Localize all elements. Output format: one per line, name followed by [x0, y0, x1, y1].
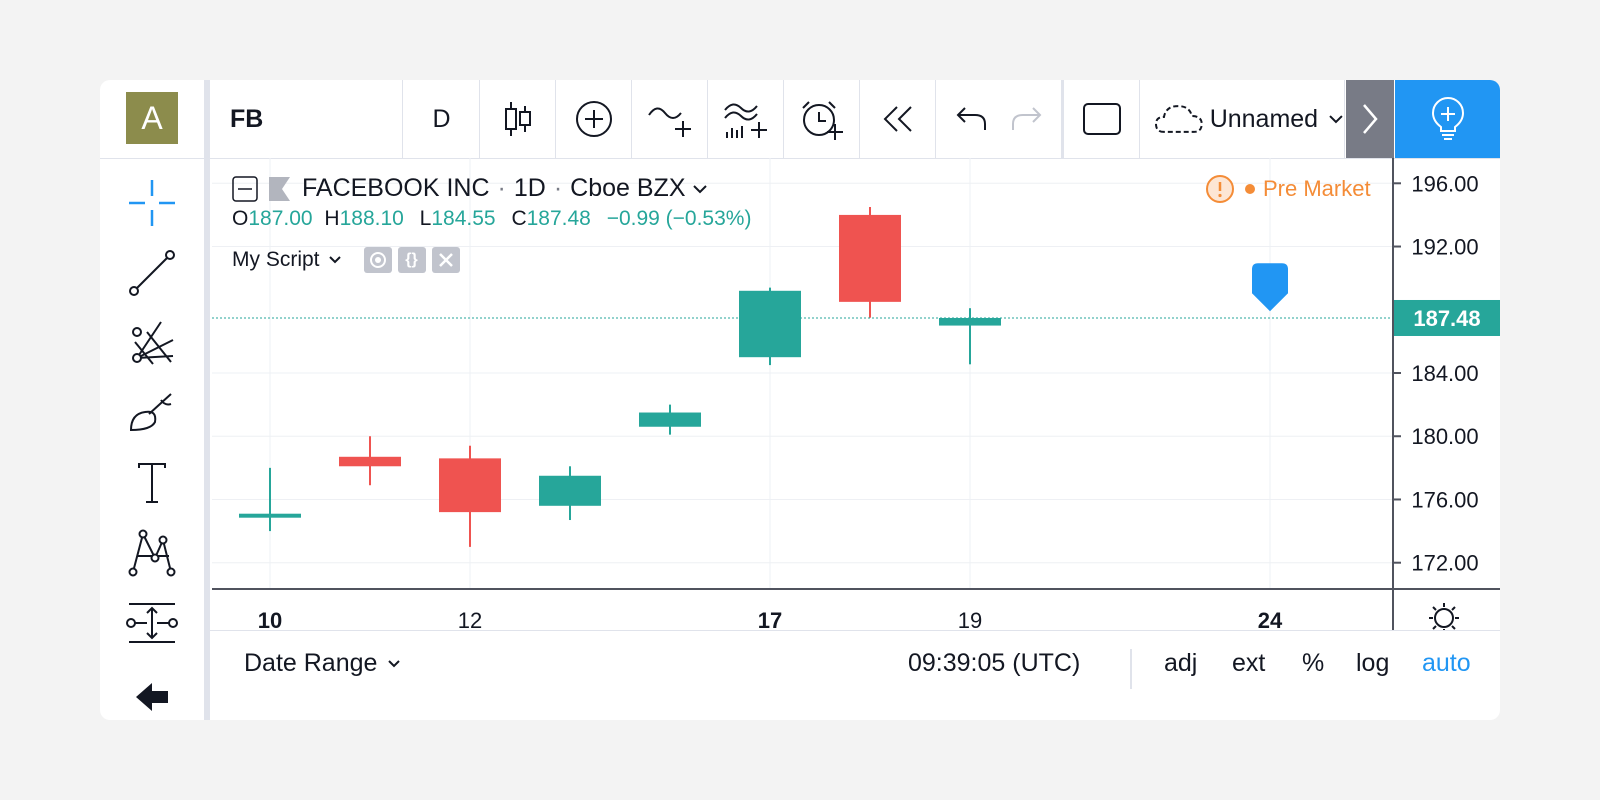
script-legend: My Script {} [232, 247, 460, 273]
text-tool[interactable] [122, 457, 182, 509]
percent-toggle[interactable]: % [1302, 649, 1325, 677]
close-value: 187.48 [526, 207, 591, 230]
top-toolbar: A FB D [100, 80, 1500, 159]
source-code-icon[interactable]: {} [397, 247, 426, 273]
pattern-tool[interactable] [122, 527, 182, 579]
clock-time[interactable]: 09:39:05 (UTC) [908, 649, 1081, 677]
separator: · [553, 174, 563, 202]
change-value: −0.99 (−0.53%) [606, 207, 752, 230]
redo-icon[interactable] [1009, 104, 1043, 134]
trend-line-icon [129, 250, 175, 296]
add-circle-icon [575, 101, 612, 137]
symbol-title: FACEBOOK INC [302, 174, 490, 202]
undo-redo-group [936, 80, 1064, 158]
undo-icon[interactable] [955, 104, 989, 134]
market-status-label: Pre Market [1263, 176, 1371, 201]
chevron-down-icon [1329, 115, 1343, 124]
flag-icon[interactable] [268, 176, 292, 202]
layout-name: Unnamed [1209, 104, 1319, 133]
collapse-panel-button[interactable] [1346, 80, 1394, 158]
square-icon [1082, 103, 1121, 135]
pitchfork-icon [132, 321, 174, 365]
chart-window: A FB D [100, 80, 1500, 720]
compare-button[interactable] [556, 80, 632, 158]
avatar[interactable]: A [126, 92, 178, 144]
crosshair-tool[interactable] [122, 177, 182, 229]
separator: · [497, 174, 506, 202]
symbol-search-button[interactable]: FB [210, 80, 403, 158]
market-status[interactable]: Pre Market [1205, 174, 1371, 204]
chevron-down-icon [388, 659, 401, 667]
trend-line-tool[interactable] [122, 247, 182, 299]
measure-tool[interactable] [122, 597, 182, 649]
status-dot [1245, 184, 1255, 194]
templates-icon [723, 103, 767, 138]
candles-icon [504, 102, 531, 136]
brush-icon [129, 393, 172, 432]
ideas-button[interactable] [1395, 80, 1500, 158]
drawing-toolbar [100, 159, 204, 720]
symbol-legend: FACEBOOK INC · 1D · Cboe BZX [232, 174, 708, 203]
replay-button[interactable] [860, 80, 936, 158]
chevron-right-icon [1363, 104, 1378, 134]
date-range-label: Date Range [244, 649, 378, 677]
fib-tool[interactable] [122, 317, 182, 369]
close-icon[interactable] [431, 247, 460, 273]
rewind-icon [883, 106, 912, 132]
symbol-label: FB [230, 104, 264, 133]
script-name[interactable]: My Script [232, 248, 320, 271]
legend-interval: 1D [513, 174, 546, 202]
high-value: 188.10 [339, 207, 404, 230]
close-label: C [511, 207, 527, 230]
high-label: H [324, 207, 340, 230]
brush-tool[interactable] [122, 387, 182, 439]
ext-toggle[interactable]: ext [1232, 649, 1266, 677]
alarm-clock-icon [801, 101, 843, 140]
measure-icon [126, 603, 178, 643]
log-toggle[interactable]: log [1356, 649, 1390, 677]
ohlc-values: O187.00 H188.10 L184.55 C187.48 −0.99 (−… [232, 207, 751, 231]
indicators-button[interactable] [632, 80, 708, 158]
bottom-toolbar: Date Range 09:39:05 (UTC) adj ext % log … [210, 630, 1500, 707]
interval-button[interactable]: D [404, 80, 480, 158]
lightbulb-icon [1431, 97, 1464, 140]
arrow-left-icon [136, 683, 168, 711]
crosshair-icon [129, 180, 175, 226]
cloud-icon [1154, 105, 1203, 133]
eye-icon[interactable] [363, 247, 392, 273]
alert-button[interactable] [784, 80, 860, 158]
bottom-divider [1130, 649, 1132, 689]
collapse-legend-icon[interactable] [232, 175, 258, 202]
toolbar-divider [204, 80, 210, 720]
chevron-down-icon[interactable] [328, 255, 342, 265]
back-tool[interactable] [122, 671, 182, 720]
chart-type-button[interactable] [480, 80, 556, 158]
auto-toggle[interactable]: auto [1422, 649, 1471, 677]
open-value: 187.00 [248, 207, 313, 230]
indicators-icon [647, 107, 691, 137]
low-label: L [419, 207, 432, 230]
templates-button[interactable] [708, 80, 784, 158]
chevron-down-icon[interactable] [692, 183, 708, 195]
date-range-button[interactable]: Date Range [244, 649, 401, 678]
adj-toggle[interactable]: adj [1164, 649, 1198, 677]
legend-exchange: Cboe BZX [570, 174, 686, 202]
fullscreen-button[interactable] [1064, 80, 1140, 158]
pattern-icon [128, 529, 176, 577]
warning-icon [1206, 175, 1234, 203]
low-value: 184.55 [431, 207, 496, 230]
text-icon [138, 463, 166, 503]
open-label: O [232, 207, 249, 230]
interval-label: D [432, 104, 451, 133]
layout-button[interactable]: Unnamed [1140, 80, 1345, 158]
